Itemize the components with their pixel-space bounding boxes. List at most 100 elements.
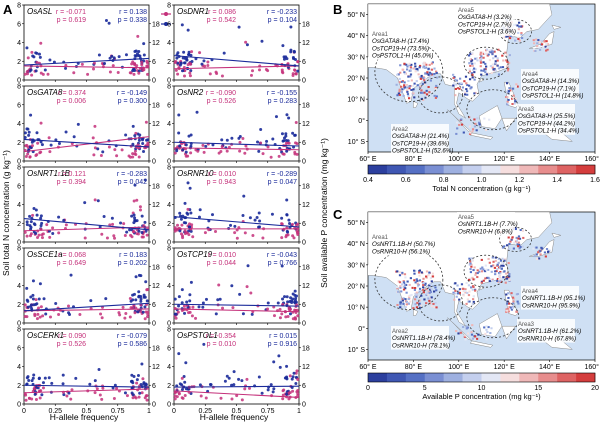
grid-cell	[413, 269, 416, 272]
p-point	[259, 127, 263, 131]
p-r-value: r = 0.183	[119, 252, 147, 259]
y-right-tick-label: 0	[152, 159, 156, 166]
y-right-tick-label: 0	[302, 321, 306, 328]
n-point	[38, 315, 42, 319]
grid-cell	[498, 278, 501, 281]
p-point	[289, 296, 293, 300]
x-tick-label: 0	[22, 408, 26, 415]
p-point	[230, 136, 234, 140]
grid-cell	[497, 261, 500, 264]
p-point	[283, 295, 287, 299]
grid-cell	[458, 291, 461, 294]
grid-cell	[490, 49, 493, 52]
grid-cell	[418, 290, 421, 293]
grid-cell	[408, 283, 411, 286]
grid-cell	[534, 38, 538, 41]
grid-cell	[469, 268, 472, 271]
grid-cell	[412, 92, 415, 95]
lon-label: 120° E	[494, 363, 515, 371]
grid-cell	[493, 50, 496, 53]
grid-cell	[486, 331, 489, 334]
grid-cell	[465, 327, 468, 330]
n-fit-line	[23, 388, 150, 394]
p-point	[23, 131, 27, 135]
p-point	[141, 310, 145, 314]
p-point	[293, 133, 297, 137]
grid-cell	[468, 70, 472, 73]
y-left-tick-label: 6	[17, 264, 21, 271]
grid-cell	[478, 123, 481, 126]
grid-cell	[517, 235, 521, 238]
grid-cell	[472, 68, 475, 71]
grid-cell	[466, 291, 469, 294]
p-point	[40, 221, 44, 225]
n-point	[201, 143, 205, 147]
grid-cell	[423, 61, 426, 64]
grid-cell	[406, 65, 409, 68]
n-point	[243, 387, 247, 391]
p-point	[96, 147, 100, 151]
grid-cell	[453, 81, 456, 84]
n-point	[183, 74, 187, 78]
n-r-value: r = 0.010	[208, 171, 236, 178]
y-right-tick-label: 12	[152, 283, 160, 290]
p-point	[230, 284, 234, 288]
grid-cell	[460, 123, 464, 126]
p-p-value: p = 0.586	[118, 341, 147, 348]
grid-cell	[462, 326, 465, 329]
p-point	[124, 133, 128, 137]
grid-cell	[410, 88, 413, 91]
p-point	[201, 301, 205, 305]
grid-cell	[410, 293, 413, 296]
n-point	[99, 154, 103, 158]
grid-cell	[535, 44, 539, 47]
p-point	[38, 282, 42, 286]
grid-cell	[488, 278, 491, 281]
grid-cell	[510, 306, 513, 309]
p-point	[287, 218, 291, 222]
grid-cell	[471, 128, 475, 131]
y-right-tick-label: 0	[152, 402, 156, 409]
grid-cell	[508, 54, 511, 57]
n-point	[129, 233, 133, 237]
grid-cell	[508, 275, 511, 278]
grid-cell	[504, 51, 507, 54]
grid-cell	[502, 59, 505, 62]
grid-cell	[462, 89, 465, 92]
p-point	[179, 61, 183, 65]
n-point	[100, 61, 104, 65]
n-fit-line	[23, 65, 150, 69]
y-left-tick-label: 2	[167, 383, 171, 390]
grid-cell	[452, 287, 455, 290]
p-point	[110, 216, 114, 220]
p-point	[145, 299, 149, 303]
p-point	[134, 275, 138, 279]
colorbar-step	[500, 165, 520, 174]
grid-cell	[484, 264, 487, 267]
p-point	[208, 383, 212, 387]
n-point	[36, 312, 40, 316]
grid-cell	[403, 86, 407, 89]
grid-cell	[479, 51, 482, 54]
p-point	[29, 295, 33, 299]
colorbar-tick-label: 0.8	[439, 177, 449, 184]
n-point	[238, 140, 242, 144]
area-1-outline	[374, 41, 444, 103]
p-point	[136, 310, 140, 314]
lon-label: 100° E	[448, 155, 469, 163]
grid-cell	[480, 258, 483, 261]
grid-cell	[512, 247, 515, 250]
grid-cell	[471, 276, 474, 279]
grid-cell	[479, 267, 482, 270]
n-point	[48, 235, 52, 239]
grid-cell	[505, 53, 509, 56]
p-r-value: r = -0.155	[267, 90, 297, 97]
p-point	[131, 124, 135, 128]
y-right-tick-label: 6	[152, 140, 156, 147]
grid-cell	[454, 292, 457, 295]
p-point	[222, 51, 226, 55]
